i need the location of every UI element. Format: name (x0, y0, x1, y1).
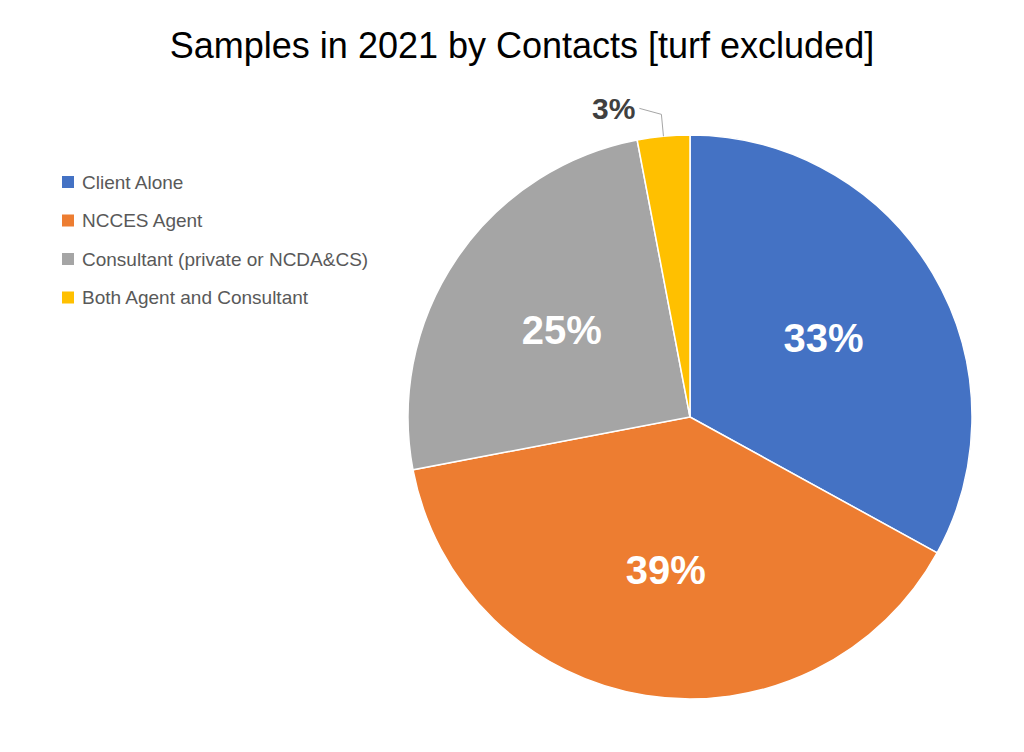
legend-item: Client Alone (62, 172, 183, 193)
legend-swatch (62, 292, 74, 304)
legend-label: NCCES Agent (82, 210, 203, 231)
legend-item: Both Agent and Consultant (62, 287, 309, 308)
data-label: 33% (783, 316, 863, 360)
pie-slice (413, 417, 937, 699)
pie (408, 135, 972, 699)
legend-item: NCCES Agent (62, 210, 203, 231)
legend-label: Consultant (private or NCDA&CS) (82, 249, 368, 270)
data-label: 3% (592, 92, 635, 125)
legend-swatch (62, 176, 74, 188)
legend-item: Consultant (private or NCDA&CS) (62, 249, 368, 270)
data-labels: 33% 39% 25% 3% (522, 92, 864, 592)
chart: Samples in 2021 by Contacts [turf exclud… (0, 0, 1024, 752)
legend-label: Both Agent and Consultant (82, 287, 309, 308)
legend-swatch (62, 215, 74, 227)
legend-swatch (62, 253, 74, 265)
leader-line (639, 108, 663, 136)
data-label: 39% (626, 548, 706, 592)
data-label: 25% (522, 308, 602, 352)
legend-label: Client Alone (82, 172, 183, 193)
pie-slice (637, 135, 690, 417)
chart-title: Samples in 2021 by Contacts [turf exclud… (170, 25, 874, 66)
legend: Client Alone NCCES Agent Consultant (priva… (62, 172, 368, 309)
